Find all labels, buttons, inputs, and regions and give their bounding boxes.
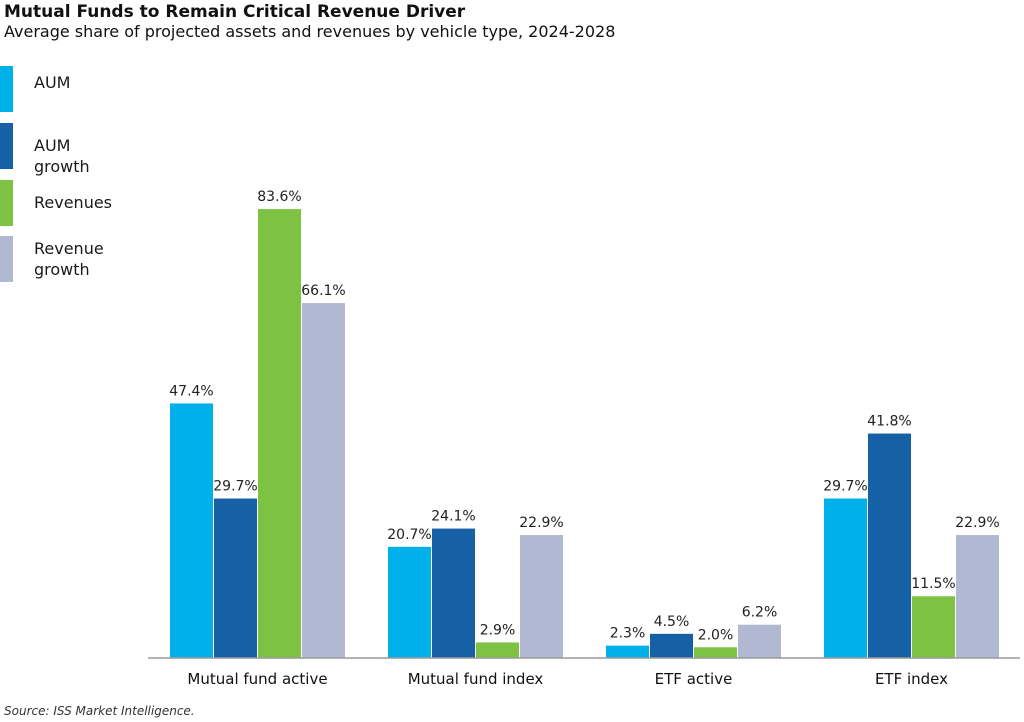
bar-aum-mutual-fund-active (170, 403, 213, 658)
category-label-etf-active: ETF active (655, 670, 733, 688)
bar-revenue-growth-etf-index (956, 535, 999, 658)
bar-revenue-growth-mutual-fund-active (302, 303, 345, 658)
legend-label-aum-growth: AUM growth (34, 136, 90, 176)
chart-title: Mutual Funds to Remain Critical Revenue … (4, 2, 466, 22)
bar-revenues-etf-index (912, 596, 955, 658)
bar-aum-etf-index (824, 498, 867, 658)
data-label-revenues-mutual-fund-active: 83.6% (257, 189, 301, 205)
data-label-aum-growth-etf-index: 41.8% (867, 414, 911, 430)
data-label-aum-mutual-fund-index: 20.7% (387, 527, 431, 543)
data-label-aum-etf-index: 29.7% (823, 479, 867, 495)
chart-subtitle: Average share of projected assets and re… (4, 22, 616, 41)
data-label-aum-etf-active: 2.3% (610, 626, 646, 642)
legend-label-revenue-growth: Revenue growth (34, 239, 104, 279)
source-note: Source: ISS Market Intelligence. (4, 704, 195, 718)
bar-aum-etf-active (606, 645, 649, 658)
data-label-aum-growth-mutual-fund-index: 24.1% (431, 509, 475, 525)
data-label-revenues-mutual-fund-index: 2.9% (480, 622, 516, 638)
data-label-revenue-growth-mutual-fund-active: 66.1% (301, 283, 345, 299)
category-label-mutual-fund-active: Mutual fund active (187, 670, 327, 688)
legend-label-revenues: Revenues (34, 193, 113, 212)
data-label-revenues-etf-active: 2.0% (698, 627, 734, 643)
legend-swatch-aum (0, 66, 13, 112)
legend-swatch-revenue-growth (0, 236, 13, 282)
bar-aum-growth-etf-index (868, 433, 911, 658)
data-label-aum-growth-etf-active: 4.5% (654, 614, 690, 630)
data-label-aum-growth-mutual-fund-active: 29.7% (213, 479, 257, 495)
bar-aum-growth-mutual-fund-active (214, 498, 257, 658)
legend-swatch-aum-growth (0, 123, 13, 169)
bar-revenue-growth-etf-active (738, 624, 781, 658)
data-label-aum-mutual-fund-active: 47.4% (169, 383, 213, 399)
legend-label-aum: AUM (34, 73, 71, 92)
bar-revenues-etf-active (694, 647, 737, 658)
bar-aum-mutual-fund-index (388, 546, 431, 658)
bar-revenue-growth-mutual-fund-index (520, 535, 563, 658)
bar-aum-growth-etf-active (650, 633, 693, 658)
data-label-revenue-growth-mutual-fund-index: 22.9% (519, 515, 563, 531)
bar-aum-growth-mutual-fund-index (432, 528, 475, 658)
data-label-revenue-growth-etf-index: 22.9% (955, 515, 999, 531)
category-label-etf-index: ETF index (875, 670, 948, 688)
data-label-revenues-etf-index: 11.5% (911, 576, 955, 592)
category-label-mutual-fund-index: Mutual fund index (408, 670, 544, 688)
data-label-revenue-growth-etf-active: 6.2% (742, 605, 778, 621)
bar-revenues-mutual-fund-active (258, 209, 301, 658)
legend-swatch-revenues (0, 180, 13, 226)
bar-revenues-mutual-fund-index (476, 642, 519, 658)
